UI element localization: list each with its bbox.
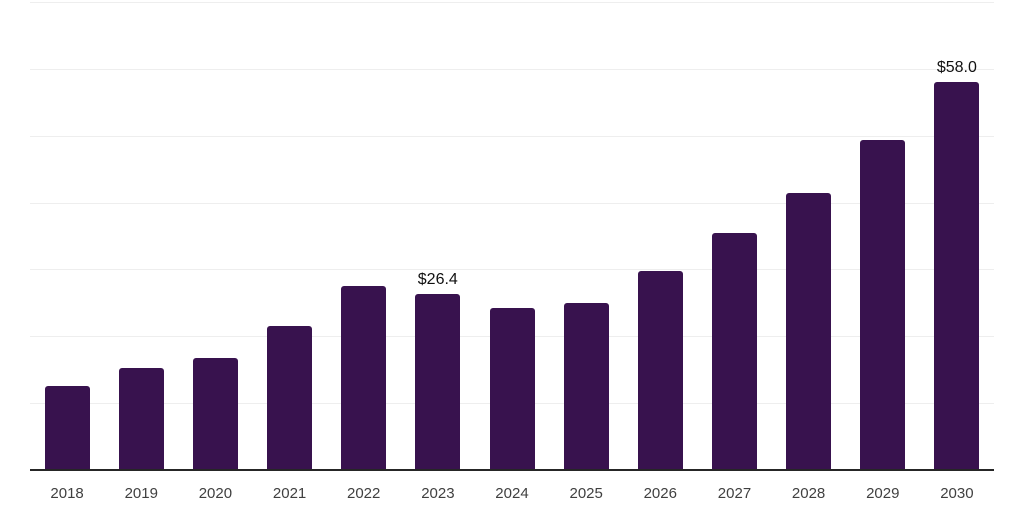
- x-axis-line: [30, 469, 994, 471]
- x-tick-label-2024: 2024: [495, 485, 529, 502]
- value-label-2030: $58.0: [936, 59, 977, 77]
- x-tick-label-2018: 2018: [50, 485, 84, 502]
- bar-2030: [934, 82, 980, 470]
- bar-2027: [712, 233, 757, 470]
- bar-2018: [44, 386, 90, 470]
- x-tick-label-2026: 2026: [643, 485, 677, 502]
- bar-2019: [118, 367, 164, 470]
- bar-2025: [563, 302, 609, 470]
- bar-2029: [860, 140, 906, 470]
- gridline-50: [30, 135, 994, 137]
- x-tick-label-2029: 2029: [866, 485, 900, 502]
- x-tick-label-2020: 2020: [198, 485, 233, 502]
- gridline-70: [30, 2, 994, 3]
- value-label-2023: $26.4: [417, 270, 458, 288]
- bar-2023: [415, 293, 461, 470]
- x-tick-label-2021: 2021: [272, 485, 307, 502]
- x-tick-label-2028: 2028: [791, 485, 826, 502]
- x-tick-label-2022: 2022: [347, 485, 381, 502]
- gridline-60: [30, 68, 994, 70]
- x-tick-label-2027: 2027: [717, 485, 752, 502]
- x-tick-label-2023: 2023: [421, 485, 455, 502]
- bar-2028: [786, 193, 832, 470]
- bar-2021: [267, 326, 312, 470]
- bar-2026: [637, 270, 683, 470]
- x-tick-label-2025: 2025: [569, 485, 603, 502]
- bar-2020: [192, 358, 238, 470]
- x-tick-label-2019: 2019: [124, 485, 158, 502]
- bar-2024: [489, 308, 535, 470]
- x-tick-label-2030: 2030: [940, 485, 974, 502]
- bar-2022: [341, 285, 387, 470]
- gridline-30: [30, 269, 994, 271]
- gridline-40: [30, 202, 994, 204]
